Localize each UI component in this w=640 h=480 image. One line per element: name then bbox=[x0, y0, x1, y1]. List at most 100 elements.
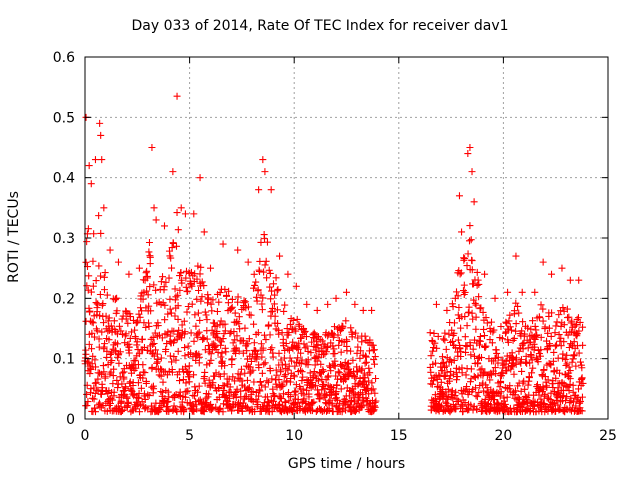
data-point bbox=[482, 314, 490, 322]
data-point bbox=[539, 385, 547, 393]
data-point bbox=[360, 398, 368, 406]
data-point bbox=[457, 353, 465, 361]
data-point bbox=[537, 346, 545, 354]
data-point bbox=[249, 388, 257, 396]
data-point bbox=[496, 392, 504, 400]
data-point bbox=[100, 273, 108, 281]
data-point bbox=[190, 337, 198, 345]
data-point bbox=[209, 404, 217, 412]
data-point bbox=[344, 360, 352, 368]
data-point bbox=[204, 299, 212, 307]
data-point bbox=[454, 311, 462, 319]
data-point bbox=[162, 348, 170, 356]
data-point bbox=[253, 293, 261, 301]
data-point bbox=[453, 376, 461, 384]
data-point bbox=[278, 380, 286, 388]
data-point bbox=[267, 346, 275, 354]
data-point bbox=[202, 311, 210, 319]
data-point bbox=[104, 317, 112, 325]
data-point bbox=[197, 263, 205, 271]
data-point bbox=[517, 387, 525, 395]
data-point bbox=[265, 321, 273, 329]
data-point bbox=[497, 377, 505, 385]
data-point bbox=[253, 350, 261, 358]
data-point bbox=[275, 330, 283, 338]
data-point bbox=[354, 334, 362, 342]
data-point bbox=[200, 334, 208, 342]
data-point bbox=[566, 276, 574, 284]
data-point bbox=[88, 329, 96, 337]
y-tick-label: 0.6 bbox=[53, 50, 75, 66]
data-point bbox=[297, 334, 305, 342]
data-point bbox=[174, 315, 182, 323]
data-point bbox=[524, 324, 532, 332]
data-point bbox=[254, 286, 262, 294]
data-point bbox=[192, 322, 200, 330]
data-point bbox=[175, 391, 183, 399]
data-point bbox=[122, 315, 130, 323]
data-point bbox=[527, 325, 535, 333]
data-point bbox=[557, 342, 565, 350]
data-point bbox=[312, 408, 320, 416]
data-point bbox=[187, 329, 195, 337]
data-point bbox=[482, 342, 490, 350]
data-point bbox=[532, 326, 540, 334]
y-axis-label: ROTI / TECUs bbox=[6, 191, 22, 283]
data-point bbox=[289, 317, 297, 325]
data-point bbox=[92, 277, 100, 285]
data-point bbox=[116, 348, 124, 356]
data-point bbox=[124, 319, 132, 327]
data-point bbox=[237, 387, 245, 395]
data-point bbox=[118, 380, 126, 388]
data-point bbox=[177, 268, 185, 276]
data-point bbox=[99, 362, 107, 370]
data-point bbox=[559, 304, 567, 312]
data-point bbox=[539, 305, 547, 313]
data-point bbox=[276, 400, 284, 408]
data-point bbox=[154, 355, 162, 363]
data-point bbox=[83, 238, 91, 246]
data-point bbox=[96, 312, 104, 320]
data-point bbox=[90, 395, 98, 403]
data-point bbox=[507, 363, 515, 371]
data-point bbox=[308, 407, 316, 415]
data-point bbox=[186, 400, 194, 408]
data-point bbox=[109, 372, 117, 380]
data-point bbox=[101, 372, 109, 380]
data-point bbox=[543, 383, 551, 391]
data-point bbox=[362, 358, 370, 366]
data-point bbox=[271, 291, 279, 299]
data-point bbox=[207, 350, 215, 358]
data-point bbox=[297, 349, 305, 357]
data-point bbox=[255, 392, 263, 400]
data-point bbox=[453, 288, 461, 296]
data-point bbox=[169, 168, 177, 176]
data-point bbox=[240, 337, 248, 345]
data-point bbox=[181, 363, 189, 371]
data-point bbox=[229, 373, 237, 381]
data-point bbox=[337, 348, 345, 356]
data-point bbox=[156, 406, 164, 414]
data-point bbox=[437, 378, 445, 386]
data-point bbox=[257, 340, 265, 348]
data-point bbox=[255, 364, 263, 372]
data-point bbox=[145, 392, 153, 400]
data-point bbox=[141, 390, 149, 398]
data-point bbox=[565, 387, 573, 395]
data-point bbox=[207, 356, 215, 364]
data-point bbox=[94, 375, 102, 383]
data-point bbox=[483, 319, 491, 327]
data-point bbox=[483, 384, 491, 392]
data-point bbox=[184, 303, 192, 311]
data-point bbox=[226, 383, 234, 391]
data-point bbox=[171, 296, 179, 304]
data-point bbox=[310, 368, 318, 376]
y-tick-label: 0.2 bbox=[53, 291, 75, 307]
data-point bbox=[136, 401, 144, 409]
data-point bbox=[467, 351, 475, 359]
data-point bbox=[294, 354, 302, 362]
data-point bbox=[528, 369, 536, 377]
data-point bbox=[126, 313, 134, 321]
data-point bbox=[466, 341, 474, 349]
data-point bbox=[578, 374, 586, 382]
